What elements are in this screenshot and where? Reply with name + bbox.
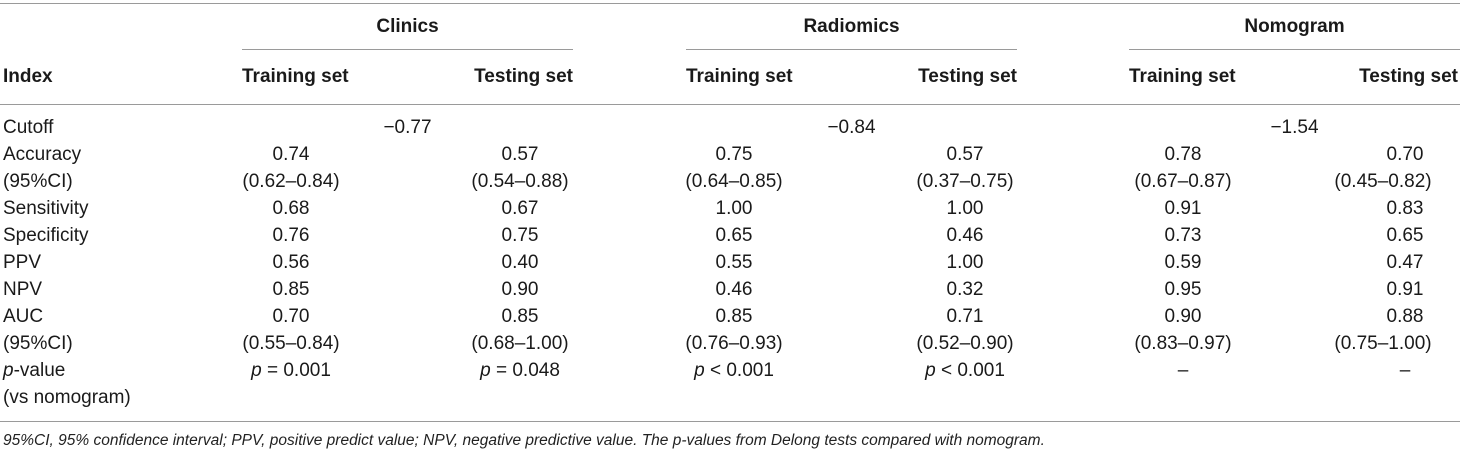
cell: (0.64–0.85) bbox=[685, 171, 783, 192]
cell: 0.85 bbox=[501, 306, 539, 327]
cutoff-clinics: −0.77 bbox=[383, 117, 432, 138]
row-label-sensitivity: Sensitivity bbox=[3, 198, 89, 219]
p-value-text: < 0.001 bbox=[940, 360, 1005, 381]
cell: 0.78 bbox=[1164, 144, 1202, 165]
cell: 0.90 bbox=[1164, 306, 1202, 327]
cell: (0.75–1.00) bbox=[1334, 333, 1432, 354]
row-label-auc-ci: (95%CI) bbox=[3, 333, 73, 354]
row-label-p-value: p-value bbox=[3, 360, 65, 382]
index-header: Index bbox=[3, 66, 53, 87]
cell: (0.62–0.84) bbox=[242, 171, 340, 192]
row-label-accuracy-ci: (95%CI) bbox=[3, 171, 73, 192]
cell: (0.55–0.84) bbox=[242, 333, 340, 354]
subheader-nomogram-testing: Testing set bbox=[1359, 66, 1458, 87]
group-header-radiomics: Radiomics bbox=[803, 16, 900, 37]
cell: 0.70 bbox=[1386, 144, 1424, 165]
p-symbol: p bbox=[480, 360, 491, 381]
cell: (0.68–1.00) bbox=[471, 333, 569, 354]
cell: 0.55 bbox=[715, 252, 753, 273]
cutoff-radiomics: −0.84 bbox=[827, 117, 876, 138]
cell: 0.65 bbox=[715, 225, 753, 246]
cell: 0.59 bbox=[1164, 252, 1202, 273]
p-value-cell: p = 0.048 bbox=[445, 360, 595, 382]
cell: 1.00 bbox=[946, 252, 984, 273]
cell: 0.90 bbox=[501, 279, 539, 300]
p-symbol: p bbox=[694, 360, 705, 381]
cell: 0.74 bbox=[272, 144, 310, 165]
top-rule bbox=[0, 3, 1460, 4]
p-value-cell: p = 0.001 bbox=[216, 360, 366, 382]
cell: 0.70 bbox=[272, 306, 310, 327]
cell: 0.67 bbox=[501, 198, 539, 219]
cell: 0.46 bbox=[715, 279, 753, 300]
p-value-cell: p < 0.001 bbox=[659, 360, 809, 382]
cell: 0.91 bbox=[1164, 198, 1202, 219]
cutoff-nomogram: −1.54 bbox=[1270, 117, 1319, 138]
cell: 0.76 bbox=[272, 225, 310, 246]
p-value-cell: p < 0.001 bbox=[890, 360, 1040, 382]
cell: 0.56 bbox=[272, 252, 310, 273]
cell: 0.91 bbox=[1386, 279, 1424, 300]
p-value-cell: – bbox=[1177, 360, 1189, 381]
cell: (0.83–0.97) bbox=[1134, 333, 1232, 354]
cell: 0.75 bbox=[715, 144, 753, 165]
group-header-nomogram: Nomogram bbox=[1244, 16, 1345, 37]
p-value-cell: – bbox=[1399, 360, 1411, 381]
cell: (0.76–0.93) bbox=[685, 333, 783, 354]
row-label-vs-nomogram: (vs nomogram) bbox=[3, 387, 131, 408]
cell: 0.71 bbox=[946, 306, 984, 327]
header-rule bbox=[0, 104, 1460, 105]
p-value-label-rest: -value bbox=[13, 360, 66, 381]
row-label-npv: NPV bbox=[3, 279, 43, 300]
cell: 0.68 bbox=[272, 198, 310, 219]
cell: 0.85 bbox=[715, 306, 753, 327]
cell: 0.75 bbox=[501, 225, 539, 246]
cell: 0.32 bbox=[946, 279, 984, 300]
p-italic: p bbox=[3, 360, 14, 381]
table-footnote: 95%CI, 95% confidence interval; PPV, pos… bbox=[3, 432, 1045, 449]
subheader-nomogram-training: Training set bbox=[1129, 66, 1236, 87]
subheader-radiomics-testing: Testing set bbox=[918, 66, 1017, 87]
cell: 0.65 bbox=[1386, 225, 1424, 246]
cell: (0.67–0.87) bbox=[1134, 171, 1232, 192]
p-value-text: = 0.048 bbox=[495, 360, 560, 381]
p-value-text: < 0.001 bbox=[709, 360, 774, 381]
clinics-underline bbox=[242, 49, 573, 50]
cell: 0.40 bbox=[501, 252, 539, 273]
nomogram-underline bbox=[1129, 49, 1460, 50]
row-label-accuracy: Accuracy bbox=[3, 144, 82, 165]
cell: 0.57 bbox=[946, 144, 984, 165]
cell: 1.00 bbox=[715, 198, 753, 219]
radiomics-underline bbox=[686, 49, 1017, 50]
row-label-cutoff: Cutoff bbox=[3, 117, 54, 138]
subheader-clinics-testing: Testing set bbox=[474, 66, 573, 87]
cell: 0.88 bbox=[1386, 306, 1424, 327]
cell: 1.00 bbox=[946, 198, 984, 219]
row-label-ppv: PPV bbox=[3, 252, 42, 273]
row-label-specificity: Specificity bbox=[3, 225, 89, 246]
group-header-clinics: Clinics bbox=[376, 16, 439, 37]
cell: (0.45–0.82) bbox=[1334, 171, 1432, 192]
p-value-text: = 0.001 bbox=[266, 360, 331, 381]
cell: 0.83 bbox=[1386, 198, 1424, 219]
p-symbol: p bbox=[925, 360, 936, 381]
subheader-radiomics-training: Training set bbox=[686, 66, 793, 87]
bottom-rule bbox=[0, 421, 1460, 422]
row-label-auc: AUC bbox=[3, 306, 44, 327]
cell: 0.47 bbox=[1386, 252, 1424, 273]
cell: 0.57 bbox=[501, 144, 539, 165]
cell: (0.54–0.88) bbox=[471, 171, 569, 192]
cell: 0.95 bbox=[1164, 279, 1202, 300]
subheader-clinics-training: Training set bbox=[242, 66, 349, 87]
cell: 0.73 bbox=[1164, 225, 1202, 246]
cell: 0.85 bbox=[272, 279, 310, 300]
cell: 0.46 bbox=[946, 225, 984, 246]
cell: (0.52–0.90) bbox=[916, 333, 1014, 354]
p-symbol: p bbox=[251, 360, 262, 381]
cell: (0.37–0.75) bbox=[916, 171, 1014, 192]
